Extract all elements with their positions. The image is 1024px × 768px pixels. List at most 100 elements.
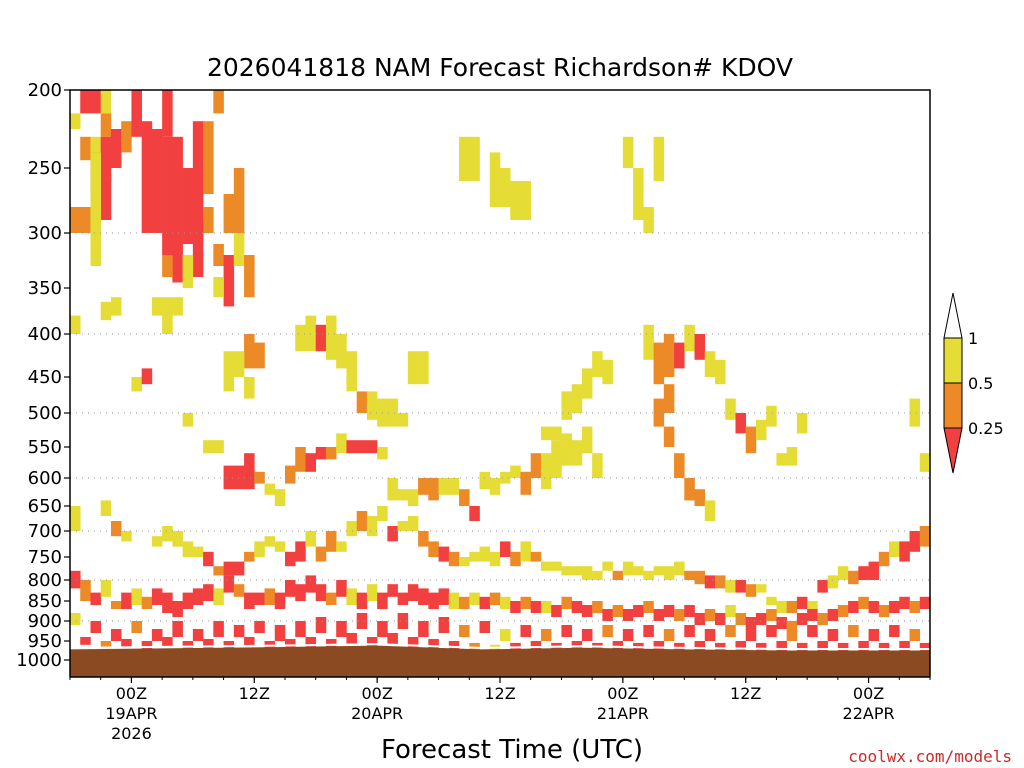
ri-cell — [684, 625, 695, 637]
ri-cell — [305, 453, 317, 472]
ri-cell — [448, 641, 460, 651]
ri-cell — [551, 605, 562, 617]
ri-cell — [796, 642, 808, 653]
ri-cell — [755, 419, 767, 441]
ri-cell — [428, 592, 439, 609]
ri-cell — [346, 588, 357, 605]
ri-cell — [479, 621, 491, 633]
ri-cell — [315, 546, 327, 562]
ri-cell — [346, 633, 357, 645]
ri-cell — [684, 478, 695, 501]
ri-cell — [653, 609, 665, 621]
ri-cell — [622, 609, 634, 621]
y-tick-label: 750 — [28, 547, 62, 568]
ri-cell — [540, 426, 552, 441]
ri-cell — [254, 592, 265, 605]
ri-cell — [80, 207, 91, 233]
ri-cell — [162, 136, 173, 255]
ri-cell — [305, 575, 317, 593]
ri-cell — [223, 465, 235, 490]
ri-cell — [817, 613, 828, 625]
ri-cell — [530, 641, 542, 651]
ri-cell — [827, 575, 839, 589]
ri-cell — [315, 617, 327, 633]
ri-cell — [735, 641, 747, 651]
ri-cell — [223, 255, 235, 307]
ri-cell — [100, 641, 112, 649]
ri-cell — [530, 601, 542, 613]
y-tick-label: 350 — [28, 278, 62, 299]
ri-cell — [581, 426, 593, 454]
ri-cell — [899, 596, 910, 609]
ri-cell — [70, 613, 81, 625]
ri-cell — [172, 601, 183, 617]
ri-cell — [397, 521, 409, 531]
ri-cell — [745, 426, 757, 454]
ri-cell — [182, 592, 194, 609]
ri-cell — [500, 168, 511, 207]
ri-cell — [663, 629, 675, 641]
ri-cell — [612, 641, 624, 651]
ri-cell — [551, 426, 562, 441]
ri-cell — [735, 580, 747, 593]
ri-cell — [110, 129, 122, 168]
ri-cell — [540, 453, 552, 490]
ri-cell — [837, 566, 849, 580]
ri-cell — [100, 136, 112, 181]
ri-cell — [407, 516, 419, 531]
ri-cell — [735, 613, 747, 625]
ri-cell — [213, 588, 224, 605]
ri-cell — [295, 621, 306, 637]
ri-cell — [796, 613, 808, 625]
ri-cell — [704, 500, 716, 521]
ri-cell — [674, 609, 685, 621]
x-tick-label: 00Z — [853, 684, 884, 703]
ri-cell — [919, 526, 931, 547]
ri-cell — [172, 621, 183, 637]
ri-cell — [151, 629, 163, 641]
ri-cell — [561, 566, 572, 576]
ri-cell — [561, 391, 572, 420]
ri-cell — [295, 324, 306, 352]
ri-cell — [366, 637, 378, 649]
ri-cell — [131, 90, 142, 137]
ri-cell — [663, 384, 675, 413]
ri-cell — [192, 629, 204, 641]
ri-cell — [407, 584, 419, 601]
ri-cell — [295, 541, 306, 562]
ri-cell — [295, 447, 306, 472]
ri-cell — [203, 639, 214, 649]
ri-cell — [254, 621, 265, 633]
x-tick-label: 00Z — [361, 684, 392, 703]
ri-cell — [643, 570, 654, 580]
ri-cell — [663, 605, 675, 617]
ri-cell — [889, 625, 900, 637]
ri-cell — [571, 440, 583, 466]
ri-cell — [704, 575, 716, 589]
credit-link[interactable]: coolwx.com/models — [848, 747, 1012, 766]
ri-cell — [162, 526, 173, 542]
ri-cell — [336, 334, 347, 369]
ri-cell — [285, 465, 296, 484]
ri-cell — [807, 625, 818, 637]
ri-cell — [346, 521, 357, 537]
x-axis-title: Forecast Time (UTC) — [381, 735, 643, 765]
ri-cell — [110, 601, 122, 609]
ri-cell — [428, 541, 439, 557]
ri-cell — [90, 152, 102, 266]
ri-cell — [213, 566, 224, 576]
ri-cell — [715, 613, 726, 625]
ri-cell — [325, 592, 337, 605]
ri-cell — [305, 637, 317, 647]
ri-cell — [694, 613, 706, 625]
ri-cell — [899, 541, 910, 562]
ri-cell — [766, 405, 777, 427]
ri-cell — [70, 506, 81, 531]
ri-cell — [213, 621, 224, 637]
ri-cell — [459, 489, 470, 506]
x-tick-label: 00Z — [607, 684, 638, 703]
ri-cell — [448, 551, 460, 567]
ri-cell — [653, 342, 665, 385]
ri-cell — [192, 121, 204, 220]
ri-cell — [366, 440, 378, 454]
